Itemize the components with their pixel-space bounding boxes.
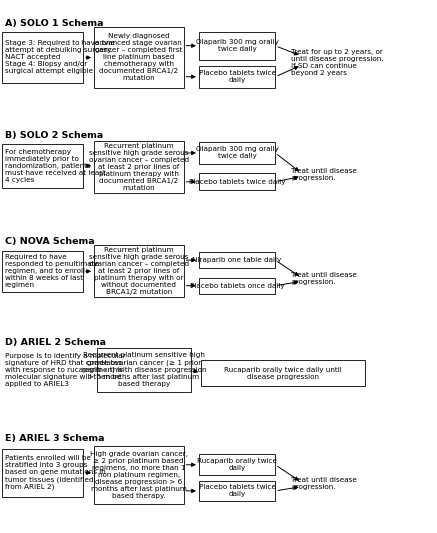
- Text: Placebo tablets once daily: Placebo tablets once daily: [190, 282, 284, 289]
- FancyBboxPatch shape: [199, 481, 275, 501]
- FancyBboxPatch shape: [199, 173, 275, 190]
- FancyBboxPatch shape: [199, 278, 275, 294]
- Text: Required to have
responded to penultimate
regimen, and to enroll
within 8 weeks : Required to have responded to penultimat…: [5, 254, 99, 288]
- FancyBboxPatch shape: [97, 348, 191, 392]
- FancyBboxPatch shape: [199, 142, 275, 164]
- FancyBboxPatch shape: [199, 454, 275, 475]
- FancyBboxPatch shape: [94, 245, 184, 297]
- Text: High grade ovarian cancer,
≥ 2 prior platinum based
regimens, no more than 1
non: High grade ovarian cancer, ≥ 2 prior pla…: [90, 451, 188, 499]
- Text: Placebo tablets twice
daily: Placebo tablets twice daily: [198, 70, 276, 83]
- Text: Recurrent platinum sensitive high
grade ovarian cancer (≥ 1 prior
regimen) with : Recurrent platinum sensitive high grade …: [82, 352, 206, 387]
- Text: Olaparib 300 mg orally
twice daily: Olaparib 300 mg orally twice daily: [196, 39, 278, 52]
- Text: A) SOLO 1 Schema: A) SOLO 1 Schema: [5, 19, 104, 28]
- Text: Treat until disease
progression.: Treat until disease progression.: [291, 478, 357, 490]
- FancyBboxPatch shape: [94, 141, 184, 193]
- Text: Treat until disease
progression.: Treat until disease progression.: [291, 168, 357, 181]
- Text: Placebo tablets twice
daily: Placebo tablets twice daily: [198, 484, 276, 497]
- Text: Patients enrolled will be
stratified into 3 groups
based on gene mutations in
tu: Patients enrolled will be stratified int…: [5, 455, 106, 490]
- Text: Newly diagnosed
advanced stage ovarian
cancer – completed first
line platinum ba: Newly diagnosed advanced stage ovarian c…: [95, 33, 182, 82]
- FancyBboxPatch shape: [2, 144, 83, 188]
- Text: Olaparib 300 mg orally
twice daily: Olaparib 300 mg orally twice daily: [196, 147, 278, 159]
- FancyBboxPatch shape: [199, 32, 275, 60]
- FancyBboxPatch shape: [2, 251, 83, 292]
- FancyBboxPatch shape: [2, 449, 83, 497]
- Text: D) ARIEL 2 Schema: D) ARIEL 2 Schema: [5, 338, 106, 348]
- FancyBboxPatch shape: [199, 66, 275, 88]
- Text: Stage 3: Required to have one
attempt at debulking surgery.
NACT accepted
Stage : Stage 3: Required to have one attempt at…: [5, 41, 115, 74]
- FancyBboxPatch shape: [94, 27, 184, 88]
- Text: C) NOVA Schema: C) NOVA Schema: [5, 237, 95, 246]
- Text: Placebo tablets twice daily: Placebo tablets twice daily: [189, 179, 285, 185]
- FancyBboxPatch shape: [94, 446, 184, 504]
- Text: Recurrent platinum
sensitive high grade serous
ovarian cancer – completed
at lea: Recurrent platinum sensitive high grade …: [89, 143, 189, 191]
- Text: Rucaparib orally twice daily until
disease progression: Rucaparib orally twice daily until disea…: [224, 367, 342, 379]
- Text: Recurrent platinum
sensitive high grade serous
ovarian cancer – completed
at lea: Recurrent platinum sensitive high grade …: [89, 247, 189, 295]
- Text: B) SOLO 2 Schema: B) SOLO 2 Schema: [5, 131, 104, 140]
- FancyBboxPatch shape: [201, 360, 365, 386]
- Text: Rucaparib orally twice
daily: Rucaparib orally twice daily: [197, 458, 277, 471]
- Text: Treat until disease
progression.: Treat until disease progression.: [291, 272, 357, 285]
- FancyBboxPatch shape: [199, 252, 275, 268]
- Text: E) ARIEL 3 Schema: E) ARIEL 3 Schema: [5, 434, 105, 443]
- Text: Purpose is to identify a molecular
signature of HRD that correlates
with respons: Purpose is to identify a molecular signa…: [5, 353, 125, 387]
- Text: Niraparib one table daily: Niraparib one table daily: [192, 257, 282, 263]
- Text: For chemotherapy
immediately prior to
randomization, patients
must have received: For chemotherapy immediately prior to ra…: [5, 149, 106, 183]
- FancyBboxPatch shape: [2, 32, 83, 83]
- Text: Treat for up to 2 years, or
until disease progression.
If SD can continue
beyond: Treat for up to 2 years, or until diseas…: [291, 49, 384, 76]
